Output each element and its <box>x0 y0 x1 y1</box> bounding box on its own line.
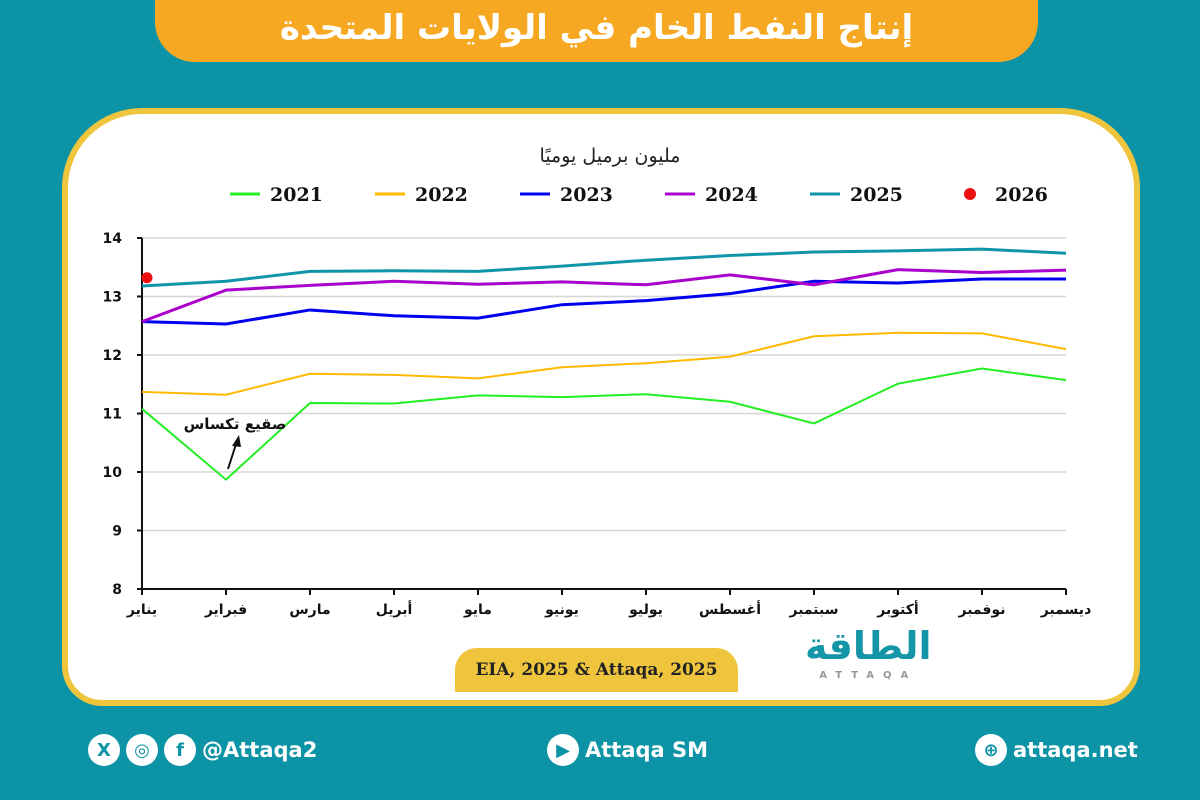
y-tick-label: 10 <box>103 465 123 481</box>
legend-label-2026: 2026 <box>995 184 1048 206</box>
footer-website: ⊕ attaqa.net <box>975 730 1138 770</box>
page-title: إنتاج النفط الخام في الولايات المتحدة <box>279 8 914 48</box>
legend-label-2021: 2021 <box>270 184 323 206</box>
social-handle[interactable]: @Attaqa2 <box>202 738 318 762</box>
annotation-arrowhead <box>232 435 241 447</box>
x-icon[interactable]: X <box>88 734 120 766</box>
chart-title: مليون برميل يوميًا <box>540 145 681 167</box>
source-label: EIA, 2025 & Attaqa, 2025 <box>455 648 738 692</box>
y-tick-label: 9 <box>112 524 122 540</box>
y-tick-label: 13 <box>103 290 122 306</box>
legend-label-2022: 2022 <box>415 184 468 206</box>
legend: 2021 2022 2023 2024 2025 2026 <box>230 184 1048 206</box>
legend-swatch-2026 <box>964 188 976 200</box>
facebook-icon[interactable]: f <box>164 734 196 766</box>
x-tick-label: أكتوبر <box>876 600 918 618</box>
attaqa-logo: الطاقة ATTAQA <box>805 624 932 682</box>
x-tick-label: أغسطس <box>699 600 761 618</box>
instagram-icon[interactable]: ◎ <box>126 734 158 766</box>
x-tick-label: يوليو <box>628 602 663 618</box>
globe-icon[interactable]: ⊕ <box>975 734 1007 766</box>
legend-label-2023: 2023 <box>560 184 613 206</box>
annotation: صقيع تكساس <box>184 415 287 470</box>
y-tick-label: 11 <box>103 407 122 423</box>
legend-label-2025: 2025 <box>850 184 903 206</box>
x-tick-label: يناير <box>126 602 157 618</box>
logo-text: الطاقة <box>805 624 932 668</box>
x-tick-label: مايو <box>463 602 492 618</box>
series-point-2026 <box>141 272 153 284</box>
series-line-2023 <box>141 277 1066 326</box>
y-tick-label: 14 <box>103 231 123 247</box>
series-line-2021 <box>141 367 1067 481</box>
x-tick-label: نوفمبر <box>957 602 1005 618</box>
x-tick-label: أبريل <box>376 600 413 618</box>
y-tick-label: 8 <box>112 582 122 598</box>
x-tick-label: سبتمبر <box>788 602 838 618</box>
footer-social: X ◎ f @Attaqa2 <box>88 730 317 770</box>
youtube-icon[interactable]: ▶ <box>547 734 579 766</box>
chart-card <box>62 108 1140 706</box>
x-tick-label: فبراير <box>204 602 247 618</box>
logo-subtext: ATTAQA <box>819 670 918 681</box>
website-link[interactable]: attaqa.net <box>1013 738 1138 762</box>
x-tick-label: يونيو <box>544 602 579 618</box>
youtube-channel[interactable]: Attaqa SM <box>585 738 709 762</box>
x-tick-label: ديسمبر <box>1040 602 1092 618</box>
title-banner: إنتاج النفط الخام في الولايات المتحدة <box>155 0 1038 62</box>
y-tick-label: 12 <box>103 348 122 364</box>
x-tick-label: مارس <box>289 602 330 618</box>
legend-label-2024: 2024 <box>705 184 758 206</box>
annotation-label: صقيع تكساس <box>184 415 287 433</box>
series-line-2024 <box>141 268 1067 324</box>
footer-youtube: ▶ Attaqa SM <box>547 730 708 770</box>
series-line-2025 <box>141 247 1067 288</box>
series-line-2022 <box>141 331 1067 396</box>
